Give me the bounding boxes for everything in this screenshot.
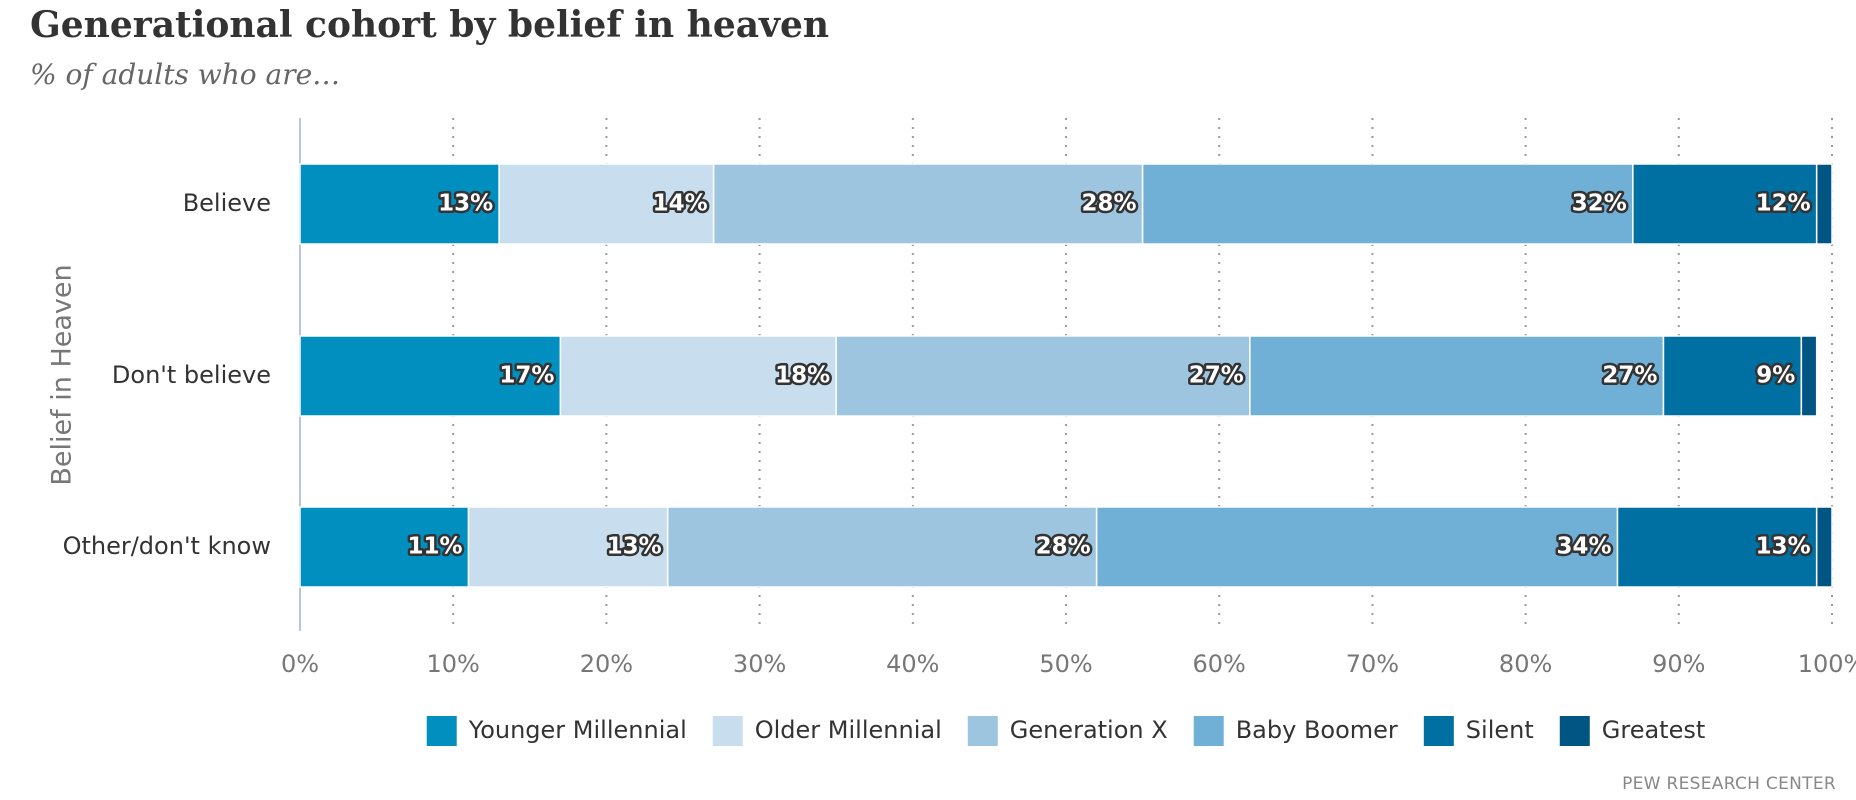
bar-segment bbox=[1815, 506, 1833, 588]
x-tick-label: 0% bbox=[281, 650, 319, 678]
data-label: 14% bbox=[653, 191, 708, 217]
legend-label: Generation X bbox=[1010, 716, 1168, 744]
bar-segment bbox=[666, 506, 1098, 588]
category-labels: Believe Don't believe Other/don't know bbox=[63, 189, 271, 560]
x-tick-label: 40% bbox=[886, 650, 939, 678]
data-labels: 13% 14% 28% 32% 12% 17% 18% 27% 27% 9% 11% 13% 28% 34… bbox=[405, 188, 1813, 562]
data-label: 13% bbox=[438, 191, 493, 217]
data-label: 27% bbox=[1189, 363, 1244, 389]
legend-item: Greatest bbox=[1559, 716, 1706, 746]
bar-segment bbox=[498, 163, 715, 245]
bar-segment bbox=[1141, 163, 1634, 245]
x-tick-label: 30% bbox=[733, 650, 786, 678]
bar-segment bbox=[299, 335, 562, 417]
legend-swatch bbox=[426, 716, 457, 746]
y-axis-label: Belief in Heaven bbox=[47, 264, 78, 485]
legend-label: Silent bbox=[1466, 716, 1534, 744]
x-tick-label: 70% bbox=[1346, 650, 1399, 678]
category-label: Other/don't know bbox=[63, 532, 271, 560]
category-label: Believe bbox=[183, 189, 271, 217]
bar-segment bbox=[835, 335, 1251, 417]
source-credit: PEW RESEARCH CENTER bbox=[1622, 774, 1836, 794]
x-tick-label: 100% bbox=[1798, 650, 1856, 678]
data-label: 27% bbox=[1602, 363, 1657, 389]
data-label: 11% bbox=[407, 534, 462, 560]
bar-segment bbox=[1815, 163, 1833, 245]
legend-swatch bbox=[712, 716, 743, 746]
x-tick-label: 80% bbox=[1499, 650, 1552, 678]
data-label: 13% bbox=[607, 534, 662, 560]
legend-label: Baby Boomer bbox=[1236, 716, 1398, 744]
data-label: 17% bbox=[499, 363, 554, 389]
bar-segment bbox=[1249, 335, 1665, 417]
category-label: Don't believe bbox=[112, 361, 271, 389]
bar-segment bbox=[559, 335, 837, 417]
data-label: 34% bbox=[1556, 534, 1611, 560]
x-tick-label: 90% bbox=[1652, 650, 1705, 678]
legend-label: Older Millennial bbox=[755, 716, 942, 744]
legend: Younger Millennial Older Millennial Genera… bbox=[426, 716, 1706, 746]
data-label: 32% bbox=[1572, 191, 1627, 217]
legend-label: Younger Millennial bbox=[468, 716, 687, 744]
bar-segment bbox=[1095, 506, 1619, 588]
legend-item: Older Millennial bbox=[712, 716, 942, 746]
bar-segment bbox=[1632, 163, 1818, 245]
legend-swatch bbox=[967, 716, 998, 746]
x-tick-label: 10% bbox=[427, 650, 480, 678]
bar-segment bbox=[299, 163, 500, 245]
chart-subtitle: % of adults who are… bbox=[30, 58, 341, 91]
x-tick-labels: 0% 10% 20% 30% 40% 50% 60% 70% 80% 90% 100% bbox=[281, 650, 1856, 678]
legend-swatch bbox=[1559, 716, 1590, 746]
legend-item: Generation X bbox=[967, 716, 1168, 746]
x-tick-label: 60% bbox=[1193, 650, 1246, 678]
bar-segment bbox=[1800, 335, 1818, 417]
bar-segment bbox=[1662, 335, 1803, 417]
legend-item: Younger Millennial bbox=[426, 716, 687, 746]
legend-swatch bbox=[1193, 716, 1224, 746]
legend-item: Baby Boomer bbox=[1193, 716, 1398, 746]
bar-segment bbox=[712, 163, 1144, 245]
x-tick-label: 20% bbox=[580, 650, 633, 678]
data-label: 28% bbox=[1036, 534, 1091, 560]
data-label: 18% bbox=[775, 363, 830, 389]
chart-title: Generational cohort by belief in heaven bbox=[30, 4, 830, 46]
data-label: 28% bbox=[1082, 191, 1137, 217]
data-label: 12% bbox=[1756, 191, 1811, 217]
bar-segment bbox=[299, 506, 470, 588]
legend-swatch bbox=[1423, 716, 1454, 746]
data-label: 9% bbox=[1756, 363, 1795, 389]
bar-segment bbox=[1616, 506, 1818, 588]
data-label: 13% bbox=[1756, 534, 1811, 560]
legend-label: Greatest bbox=[1602, 716, 1706, 744]
legend-item: Silent bbox=[1423, 716, 1534, 746]
bars bbox=[299, 163, 1833, 588]
x-tick-label: 50% bbox=[1039, 650, 1092, 678]
